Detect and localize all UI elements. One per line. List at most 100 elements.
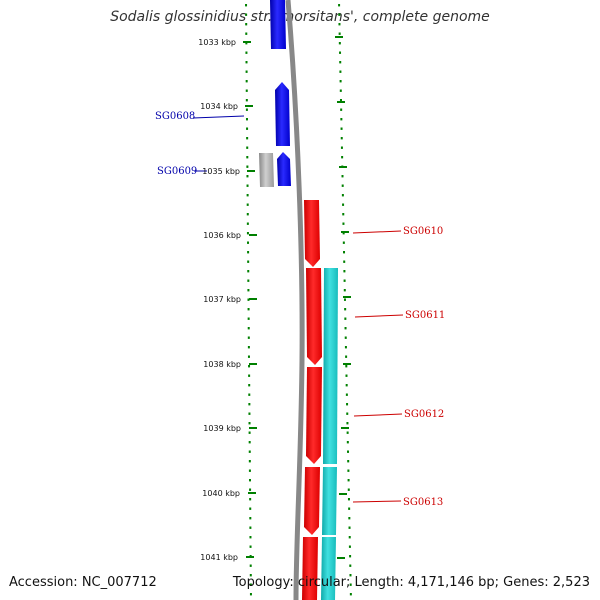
guide-dot	[248, 450, 251, 453]
gene-sg0608[interactable]	[275, 82, 290, 146]
guide-dot	[347, 469, 350, 472]
guide-dot	[345, 374, 348, 377]
gene-sg0611[interactable]	[306, 268, 322, 365]
guide-dot	[247, 355, 250, 358]
gene-label-sg0612[interactable]: SG0612	[404, 409, 444, 420]
guide-dot	[247, 327, 250, 330]
guide-dot	[340, 127, 343, 130]
guide-dot	[347, 450, 350, 453]
guide-dot	[346, 403, 349, 406]
genome-summary-text: Topology: circular; Length: 4,171,146 bp…	[232, 575, 590, 590]
guide-dot	[247, 317, 250, 320]
tick-label: 1035 kbp	[202, 167, 240, 176]
guide-dot	[246, 137, 249, 140]
guide-dot	[245, 51, 248, 54]
guide-dot	[347, 498, 350, 501]
guide-dot	[246, 213, 249, 216]
guide-dot	[249, 507, 252, 510]
guide-dot	[246, 232, 249, 235]
guide-dot	[248, 384, 251, 387]
guide-dot	[247, 260, 250, 263]
guide-dot	[343, 251, 346, 254]
guide-dot	[341, 156, 344, 159]
cds-block[interactable]	[323, 268, 338, 464]
guide-dot	[343, 289, 346, 292]
gene-feature[interactable]	[302, 537, 318, 600]
guide-dot	[348, 507, 351, 510]
guide-dot	[249, 574, 252, 577]
guide-dot	[249, 545, 252, 548]
guide-dot	[245, 42, 248, 45]
cds-block[interactable]	[321, 537, 336, 600]
guide-dot	[245, 80, 248, 83]
guide-dot	[340, 108, 343, 111]
guide-dot	[342, 222, 345, 225]
guide-dot	[245, 89, 248, 92]
guide-dot	[341, 175, 344, 178]
guide-dot	[342, 241, 345, 244]
guide-dot	[249, 583, 252, 586]
reverse-strand-genes	[302, 200, 322, 600]
cds-track	[321, 268, 338, 600]
guide-dot	[343, 260, 346, 263]
guide-dot	[248, 403, 251, 406]
tick-label: 1040 kbp	[202, 489, 240, 498]
cds-block[interactable]	[322, 467, 337, 535]
gene-label-sg0609[interactable]: SG0609	[157, 166, 197, 177]
guide-dot	[342, 203, 345, 206]
right-ruler-ticks	[335, 36, 351, 559]
gene-label-sg0613[interactable]: SG0613	[403, 497, 443, 508]
guide-dot	[346, 441, 349, 444]
guide-dot	[245, 32, 248, 35]
guide-dot	[248, 393, 251, 396]
gene-label-sg0610[interactable]: SG0610	[403, 226, 443, 237]
guide-dot	[345, 384, 348, 387]
guide-dot	[247, 289, 250, 292]
tick-label: 1034 kbp	[200, 102, 238, 111]
guide-dot	[348, 545, 351, 548]
guide-dot	[342, 213, 345, 216]
gene-sg0613[interactable]	[304, 467, 320, 535]
guide-dot	[344, 317, 347, 320]
tick-label: 1033 kbp	[198, 38, 236, 47]
guide-dot	[245, 13, 248, 16]
guide-dot	[249, 498, 252, 501]
gene-sg0609[interactable]	[277, 152, 291, 186]
guide-dot	[245, 23, 248, 26]
guide-dot	[245, 108, 248, 111]
guide-dot	[339, 80, 342, 83]
guide-dot	[248, 441, 251, 444]
label-leaders	[192, 115, 404, 503]
guide-dot	[249, 517, 252, 520]
guide-dot	[339, 70, 342, 73]
guide-dot	[338, 23, 341, 26]
guide-dot	[339, 99, 342, 102]
guide-dot	[339, 51, 342, 54]
tick-label: 1038 kbp	[203, 360, 241, 369]
gene-sg0612[interactable]	[306, 367, 322, 464]
guide-dot	[338, 32, 341, 35]
guide-dot	[348, 536, 351, 539]
gene-labels: SG0608 SG0609 SG0610 SG0611 SG0612 SG061…	[155, 111, 445, 508]
guide-dot	[246, 156, 249, 159]
tick-label: 1036 kbp	[203, 231, 241, 240]
tick-label: 1041 kbp	[200, 553, 238, 562]
guide-dot	[349, 574, 352, 577]
guide-dot	[338, 42, 341, 45]
gene-label-sg0608[interactable]: SG0608	[155, 111, 195, 122]
gene-feature[interactable]	[270, 0, 286, 49]
guide-dot	[249, 526, 252, 529]
guide-dot	[246, 194, 249, 197]
guide-dot	[247, 298, 250, 301]
guide-dot	[249, 564, 252, 567]
gray-feature[interactable]	[259, 153, 274, 187]
tick-label: 1037 kbp	[203, 295, 241, 304]
guide-dot	[340, 118, 343, 121]
guide-dot	[343, 270, 346, 273]
guide-dot	[248, 431, 251, 434]
gene-label-sg0611[interactable]: SG0611	[405, 310, 445, 321]
gene-sg0610[interactable]	[304, 200, 320, 267]
guide-dot	[247, 241, 250, 244]
ruler-ticks	[243, 41, 257, 558]
guide-dot	[339, 61, 342, 64]
